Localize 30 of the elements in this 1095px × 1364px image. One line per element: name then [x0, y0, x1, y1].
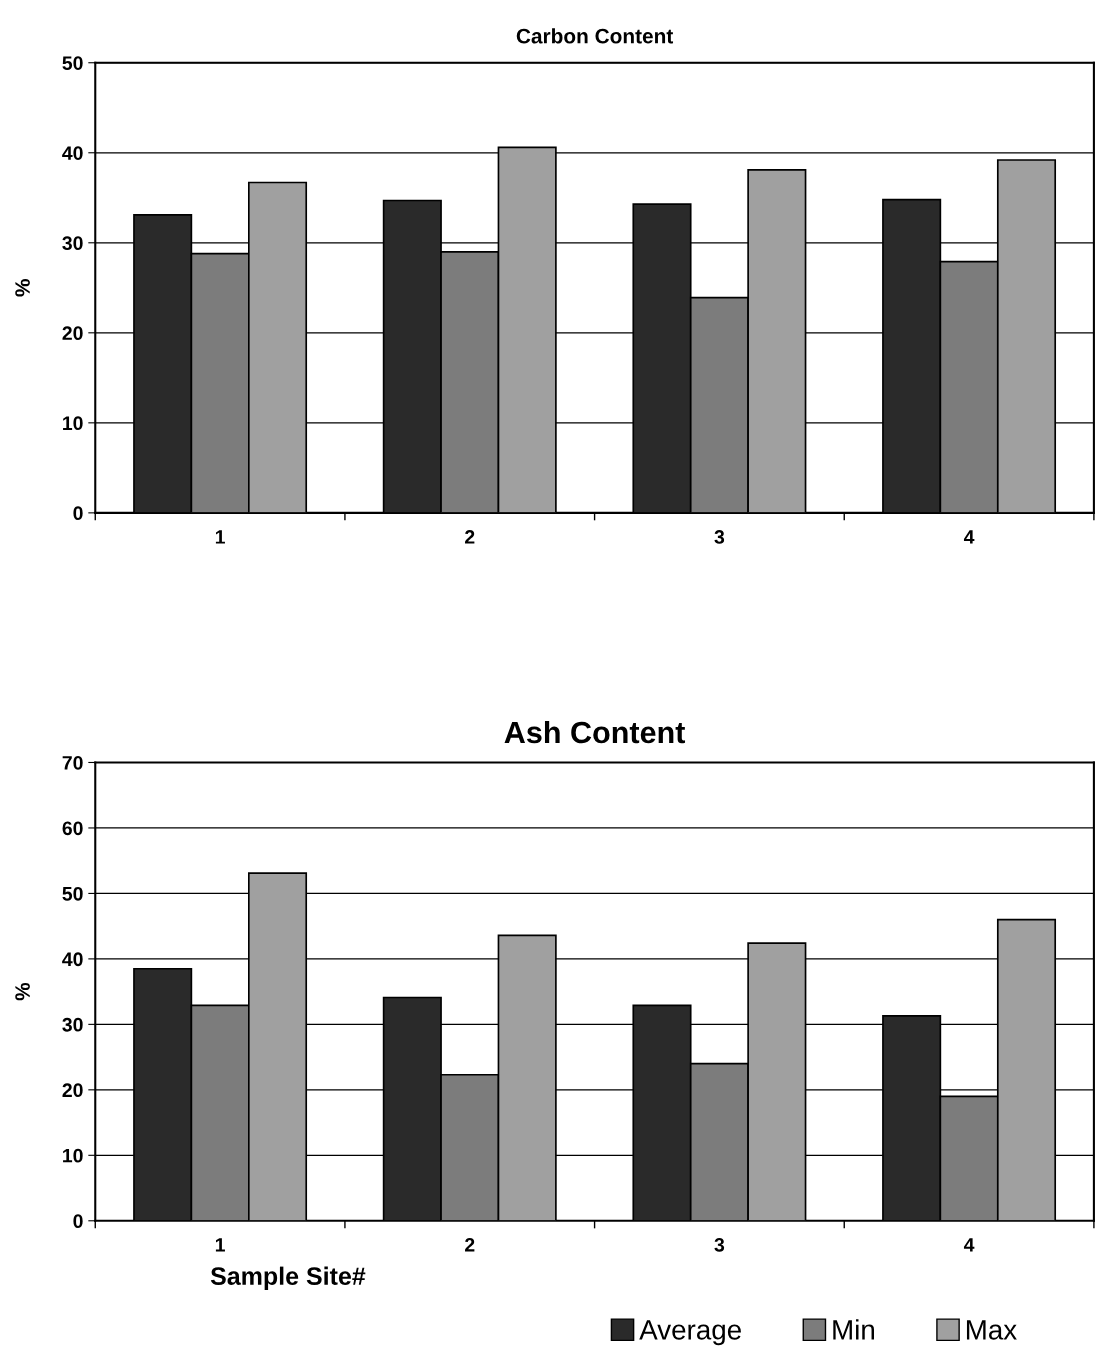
x-axis-title: Sample Site# [210, 1266, 366, 1290]
y-tick-label: 10 [63, 1148, 83, 1163]
legend-label: Min [833, 1319, 874, 1340]
x-tick-label: 1 [215, 530, 225, 544]
y-tick-label: 50 [62, 56, 83, 70]
x-tick-label: 3 [714, 1237, 725, 1252]
y-tick-label: 10 [63, 416, 83, 431]
legend-label: Max [966, 1320, 1017, 1340]
y-tick-label: 30 [62, 1017, 83, 1032]
legend-label: Average [639, 1320, 741, 1346]
x-tick-label: 4 [963, 530, 975, 544]
x-tick-label: 3 [714, 530, 725, 544]
y-tick-label: 20 [62, 1083, 83, 1098]
y-axis-title: % [15, 982, 30, 1001]
y-tick-label: 20 [62, 326, 83, 341]
x-tick-label: 4 [963, 1238, 975, 1252]
y-tick-label: 50 [62, 886, 83, 901]
y-tick-label: 40 [62, 952, 83, 967]
x-tick-label: 2 [465, 1237, 475, 1252]
y-axis-title: % [15, 279, 30, 297]
y-tick-label: 70 [62, 755, 83, 770]
y-tick-label: 40 [62, 146, 83, 160]
y-tick-label: 30 [62, 236, 83, 251]
x-tick-label: 2 [465, 530, 475, 544]
y-tick-label: 0 [73, 506, 83, 521]
chart-title: Carbon Content [516, 28, 674, 44]
chart-title: Ash Content [504, 720, 686, 744]
y-tick-label: 60 [62, 821, 83, 836]
y-tick-label: 0 [73, 1214, 83, 1229]
x-tick-label: 1 [215, 1238, 225, 1252]
